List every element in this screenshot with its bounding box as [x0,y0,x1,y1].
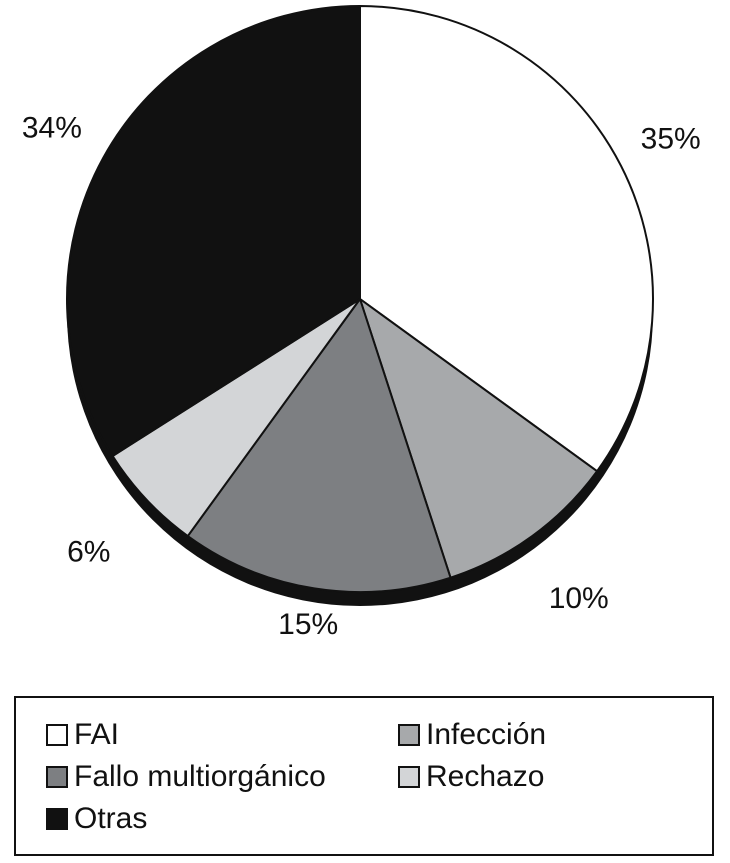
legend-label: Fallo multiorgánico [74,760,326,793]
data-label-fallo-multiorganico: 15% [278,608,338,641]
legend-swatch [398,766,420,788]
legend-item-fallo-multiorganico: Fallo multiorgánico [46,760,326,794]
pie-slice-otras [66,5,361,457]
pie-slice-fai [359,5,654,473]
legend-label: Rechazo [426,760,545,793]
legend-swatch [46,808,68,830]
legend: FAI Infección Fallo multiorgánico Rechaz… [14,696,714,856]
pie-chart: 35% 10% 15% 6% 34% [22,5,701,641]
legend-item-otras: Otras [46,802,147,836]
legend-item-fai: FAI [46,718,119,752]
legend-label: Otras [74,802,148,835]
data-label-rechazo: 6% [67,536,110,569]
pie-slice-infeccion [359,298,599,579]
legend-label: FAI [74,718,120,751]
data-label-otras: 34% [22,112,82,145]
data-label-infeccion: 10% [549,582,609,615]
data-label-fai: 35% [641,123,701,156]
pie-slices [66,5,654,593]
legend-item-rechazo: Rechazo [398,760,544,794]
legend-item-infeccion: Infección [398,718,546,752]
legend-swatch [398,724,420,746]
pie-slice-fallo-multiorganico [186,298,452,593]
pie-labels: 35% 10% 15% 6% 34% [22,112,701,641]
legend-swatch [46,724,68,746]
legend-swatch [46,766,68,788]
legend-label: Infección [426,718,547,751]
